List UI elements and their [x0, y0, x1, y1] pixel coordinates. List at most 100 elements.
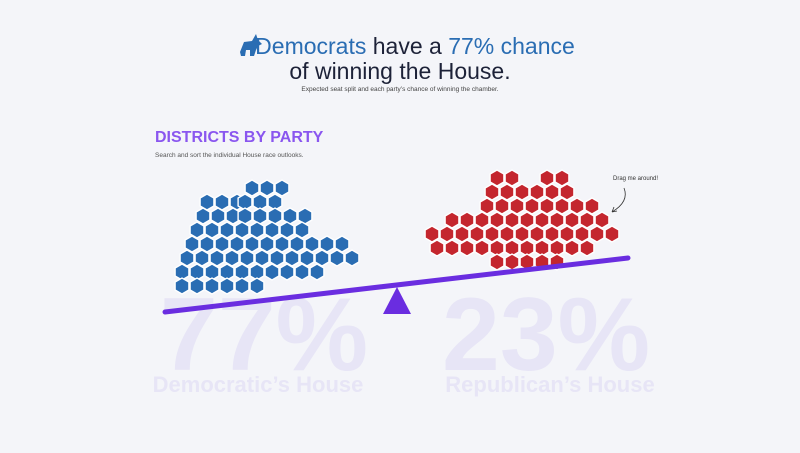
- seat-hex[interactable]: [519, 211, 535, 229]
- seat-hex[interactable]: [539, 169, 555, 187]
- seat-hex[interactable]: [594, 211, 610, 229]
- seat-hex[interactable]: [189, 277, 205, 295]
- seat-hex[interactable]: [199, 193, 215, 211]
- seat-hex[interactable]: [489, 169, 505, 187]
- seat-hex[interactable]: [459, 239, 475, 257]
- seat-hex[interactable]: [234, 277, 250, 295]
- seat-hex[interactable]: [514, 225, 530, 243]
- seat-hex[interactable]: [564, 239, 580, 257]
- seat-hex[interactable]: [489, 211, 505, 229]
- seat-hex[interactable]: [474, 239, 490, 257]
- seat-hex[interactable]: [219, 277, 235, 295]
- seat-hex[interactable]: [274, 179, 290, 197]
- seat-hex[interactable]: [509, 197, 525, 215]
- seat-hex[interactable]: [299, 249, 315, 267]
- seat-hex[interactable]: [234, 221, 250, 239]
- seat-hex[interactable]: [454, 225, 470, 243]
- seat-hex[interactable]: [174, 277, 190, 295]
- seat-hex[interactable]: [329, 249, 345, 267]
- seat-hex[interactable]: [504, 253, 520, 271]
- seat-hex[interactable]: [424, 225, 440, 243]
- seat-hex[interactable]: [554, 197, 570, 215]
- seat-hex[interactable]: [237, 207, 253, 225]
- seat-hex[interactable]: [239, 249, 255, 267]
- seat-hex[interactable]: [589, 225, 605, 243]
- seat-hex[interactable]: [564, 211, 580, 229]
- seat-hex[interactable]: [469, 225, 485, 243]
- seat-hex[interactable]: [484, 225, 500, 243]
- seat-hex[interactable]: [314, 249, 330, 267]
- seat-hex[interactable]: [244, 235, 260, 253]
- seat-hex[interactable]: [259, 179, 275, 197]
- seat-hex[interactable]: [479, 197, 495, 215]
- seat-hex[interactable]: [284, 249, 300, 267]
- seat-hex[interactable]: [499, 225, 515, 243]
- seat-hex[interactable]: [499, 183, 515, 201]
- seat-hex[interactable]: [219, 221, 235, 239]
- seat-hex[interactable]: [282, 207, 298, 225]
- seat-hex[interactable]: [309, 263, 325, 281]
- seat-hex[interactable]: [444, 211, 460, 229]
- seat-hex[interactable]: [194, 249, 210, 267]
- seat-hex[interactable]: [254, 249, 270, 267]
- seat-hex[interactable]: [279, 263, 295, 281]
- seat-hex[interactable]: [429, 239, 445, 257]
- seat-hex[interactable]: [439, 225, 455, 243]
- seat-hex[interactable]: [504, 211, 520, 229]
- seat-hex[interactable]: [252, 207, 268, 225]
- seat-hex[interactable]: [554, 169, 570, 187]
- seat-hex[interactable]: [294, 263, 310, 281]
- seat-hex[interactable]: [574, 225, 590, 243]
- seat-hex[interactable]: [264, 221, 280, 239]
- seat-hex[interactable]: [484, 183, 500, 201]
- seat-hex[interactable]: [494, 197, 510, 215]
- seat-hex[interactable]: [559, 183, 575, 201]
- seat-hex[interactable]: [514, 183, 530, 201]
- seat-hex[interactable]: [204, 221, 220, 239]
- seat-hex[interactable]: [214, 193, 230, 211]
- seat-hex[interactable]: [559, 225, 575, 243]
- seat-hex[interactable]: [179, 249, 195, 267]
- seat-hex[interactable]: [304, 235, 320, 253]
- seat-hex[interactable]: [259, 235, 275, 253]
- seat-hex[interactable]: [249, 277, 265, 295]
- seat-hex[interactable]: [544, 183, 560, 201]
- seat-hex[interactable]: [279, 221, 295, 239]
- seat-hex[interactable]: [184, 235, 200, 253]
- seat-hex[interactable]: [264, 263, 280, 281]
- seat-hex[interactable]: [539, 197, 555, 215]
- seat-hex[interactable]: [579, 239, 595, 257]
- seat-hex[interactable]: [214, 235, 230, 253]
- seat-hex[interactable]: [319, 235, 335, 253]
- seat-hex[interactable]: [549, 211, 565, 229]
- seat-hex[interactable]: [249, 221, 265, 239]
- seat-hex[interactable]: [579, 211, 595, 229]
- seat-hex[interactable]: [504, 169, 520, 187]
- hex-clusters[interactable]: [174, 169, 620, 295]
- seat-hex[interactable]: [344, 249, 360, 267]
- seat-hex[interactable]: [294, 221, 310, 239]
- seat-hex[interactable]: [267, 207, 283, 225]
- seat-hex[interactable]: [274, 235, 290, 253]
- seat-hex[interactable]: [459, 211, 475, 229]
- seat-hex[interactable]: [297, 207, 313, 225]
- seat-hex[interactable]: [229, 235, 245, 253]
- seat-hex[interactable]: [489, 253, 505, 271]
- seat-hex[interactable]: [199, 235, 215, 253]
- seat-hex[interactable]: [289, 235, 305, 253]
- seat-hex[interactable]: [269, 249, 285, 267]
- seat-hex[interactable]: [204, 277, 220, 295]
- seat-hex[interactable]: [524, 197, 540, 215]
- seat-hex[interactable]: [444, 239, 460, 257]
- seat-hex[interactable]: [474, 211, 490, 229]
- seat-hex[interactable]: [584, 197, 600, 215]
- seat-hex[interactable]: [604, 225, 620, 243]
- seat-hex[interactable]: [224, 249, 240, 267]
- seat-hex[interactable]: [189, 221, 205, 239]
- seat-hex[interactable]: [569, 197, 585, 215]
- seat-hex[interactable]: [544, 225, 560, 243]
- seat-hex[interactable]: [210, 207, 226, 225]
- seat-hex[interactable]: [244, 179, 260, 197]
- seat-hex[interactable]: [534, 211, 550, 229]
- seat-hex[interactable]: [195, 207, 211, 225]
